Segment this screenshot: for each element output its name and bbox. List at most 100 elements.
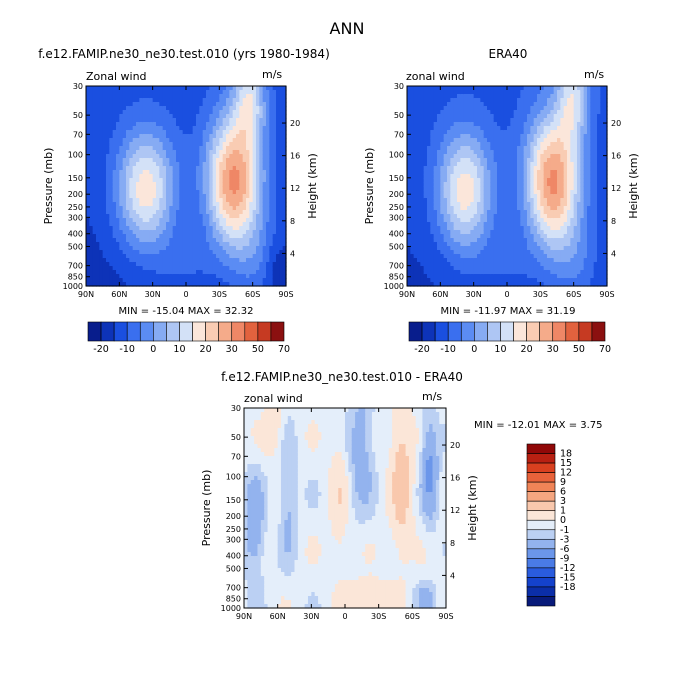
model-cell (109, 258, 114, 263)
model-cell (99, 226, 104, 231)
model-cell (226, 178, 230, 183)
model-cell (142, 110, 147, 115)
model-cell (139, 166, 144, 171)
model-cell (156, 270, 160, 275)
model-cell (112, 118, 117, 123)
model-cell (102, 138, 107, 143)
model-cell (139, 274, 144, 279)
model-cell (172, 222, 177, 227)
model-cell (196, 190, 200, 195)
model-cell (219, 182, 224, 187)
model-cell (189, 282, 194, 287)
model-cell (252, 102, 257, 107)
model-cell (146, 222, 150, 227)
model-cell (246, 106, 250, 111)
model-cell (222, 94, 227, 99)
model-cell (172, 174, 177, 179)
model-cell (149, 282, 154, 287)
model-cell (196, 222, 200, 227)
model-cell (232, 190, 237, 195)
model-cell (169, 194, 174, 199)
model-cell (212, 206, 217, 211)
model-cell (212, 214, 217, 219)
model-cell (152, 198, 157, 203)
model-ytick-label: 70 (73, 130, 83, 139)
model-cell (89, 234, 94, 239)
obs-cell (407, 150, 411, 155)
model-cell (276, 254, 280, 259)
model-cell (276, 214, 280, 219)
model-cell (219, 150, 224, 155)
model-cell (132, 182, 137, 187)
model-cell (229, 234, 234, 239)
model-cell (192, 170, 197, 175)
model-cell (146, 218, 150, 223)
model-cell (206, 190, 210, 195)
model-cell (222, 226, 227, 231)
model-cell (252, 254, 257, 259)
model-cell (276, 270, 280, 275)
model-cell (119, 118, 124, 123)
model-cell (109, 138, 114, 143)
model-cell (116, 254, 120, 259)
model-cell (89, 90, 94, 95)
model-cell (226, 222, 230, 227)
model-cell (106, 138, 110, 143)
model-cell (252, 106, 257, 111)
model-cell (142, 194, 147, 199)
model-cell (272, 106, 277, 111)
model-cell (192, 234, 197, 239)
model-cell (152, 190, 157, 195)
model-cell (156, 106, 160, 111)
model-cell (166, 278, 170, 283)
model-cell (96, 198, 100, 203)
model-cell (266, 230, 270, 235)
model-cell (166, 114, 170, 119)
model-cell (262, 274, 267, 279)
model-cell (246, 102, 250, 107)
model-cell (136, 210, 140, 215)
model-cell (259, 254, 264, 259)
model-cell (259, 138, 264, 143)
model-cell (169, 254, 174, 259)
model-cell (162, 170, 167, 175)
model-cell (179, 186, 184, 191)
model-cell (109, 234, 114, 239)
model-cell (196, 234, 200, 239)
model-cell (169, 202, 174, 207)
model-cell (216, 198, 220, 203)
model-cell (239, 254, 244, 259)
model-cell (269, 130, 274, 135)
model-cell (152, 150, 157, 155)
model-cell (139, 142, 144, 147)
obs-cell (410, 206, 415, 211)
obs-stats: MIN = -11.97 MAX = 31.19 (441, 306, 576, 317)
model-cell (92, 130, 97, 135)
model-cell (172, 270, 177, 275)
model-cell (196, 198, 200, 203)
model-cell (119, 178, 124, 183)
model-cell (226, 166, 230, 171)
model-cell (262, 142, 267, 147)
model-cell (229, 202, 234, 207)
model-cell (222, 134, 227, 139)
model-cell (146, 142, 150, 147)
model-cell (146, 254, 150, 259)
model-cell (196, 238, 200, 243)
model-cell (282, 198, 287, 203)
model-cell (119, 182, 124, 187)
model-cell (189, 142, 194, 147)
model-cell (242, 162, 247, 167)
model-cell (139, 110, 144, 115)
model-cell (282, 250, 287, 255)
model-cell (142, 206, 147, 211)
model-cell (142, 242, 147, 247)
model-cell (252, 194, 257, 199)
model-cell (189, 214, 194, 219)
model-cell (246, 154, 250, 159)
model-cell (179, 206, 184, 211)
model-cell (166, 126, 170, 131)
model-cell (226, 90, 230, 95)
model-cell (99, 134, 104, 139)
model-cell (152, 222, 157, 227)
